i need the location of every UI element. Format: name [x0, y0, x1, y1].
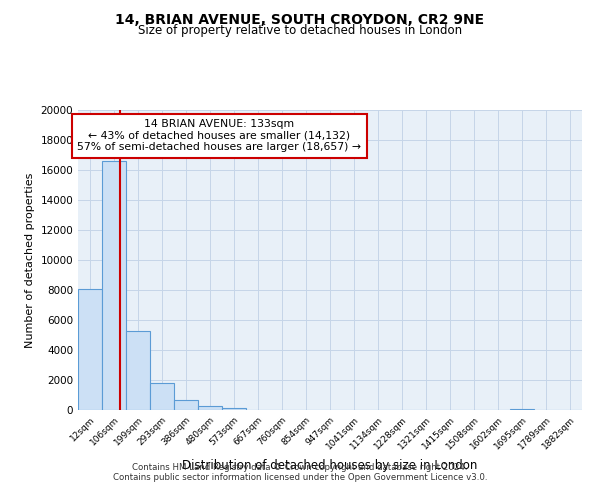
Bar	[78, 288, 102, 410]
Bar	[222, 408, 246, 410]
Text: Contains public sector information licensed under the Open Government Licence v3: Contains public sector information licen…	[113, 474, 487, 482]
Bar	[510, 408, 534, 410]
Bar	[102, 161, 126, 410]
Bar	[174, 400, 198, 410]
Text: 14 BRIAN AVENUE: 133sqm
← 43% of detached houses are smaller (14,132)
57% of sem: 14 BRIAN AVENUE: 133sqm ← 43% of detache…	[77, 119, 361, 152]
Bar	[198, 406, 222, 410]
Y-axis label: Number of detached properties: Number of detached properties	[25, 172, 35, 348]
Bar	[150, 383, 174, 410]
Bar	[126, 330, 150, 410]
Text: Size of property relative to detached houses in London: Size of property relative to detached ho…	[138, 24, 462, 37]
Text: 14, BRIAN AVENUE, SOUTH CROYDON, CR2 9NE: 14, BRIAN AVENUE, SOUTH CROYDON, CR2 9NE	[115, 12, 485, 26]
X-axis label: Distribution of detached houses by size in London: Distribution of detached houses by size …	[182, 460, 478, 472]
Text: Contains HM Land Registry data © Crown copyright and database right 2024.: Contains HM Land Registry data © Crown c…	[132, 464, 468, 472]
